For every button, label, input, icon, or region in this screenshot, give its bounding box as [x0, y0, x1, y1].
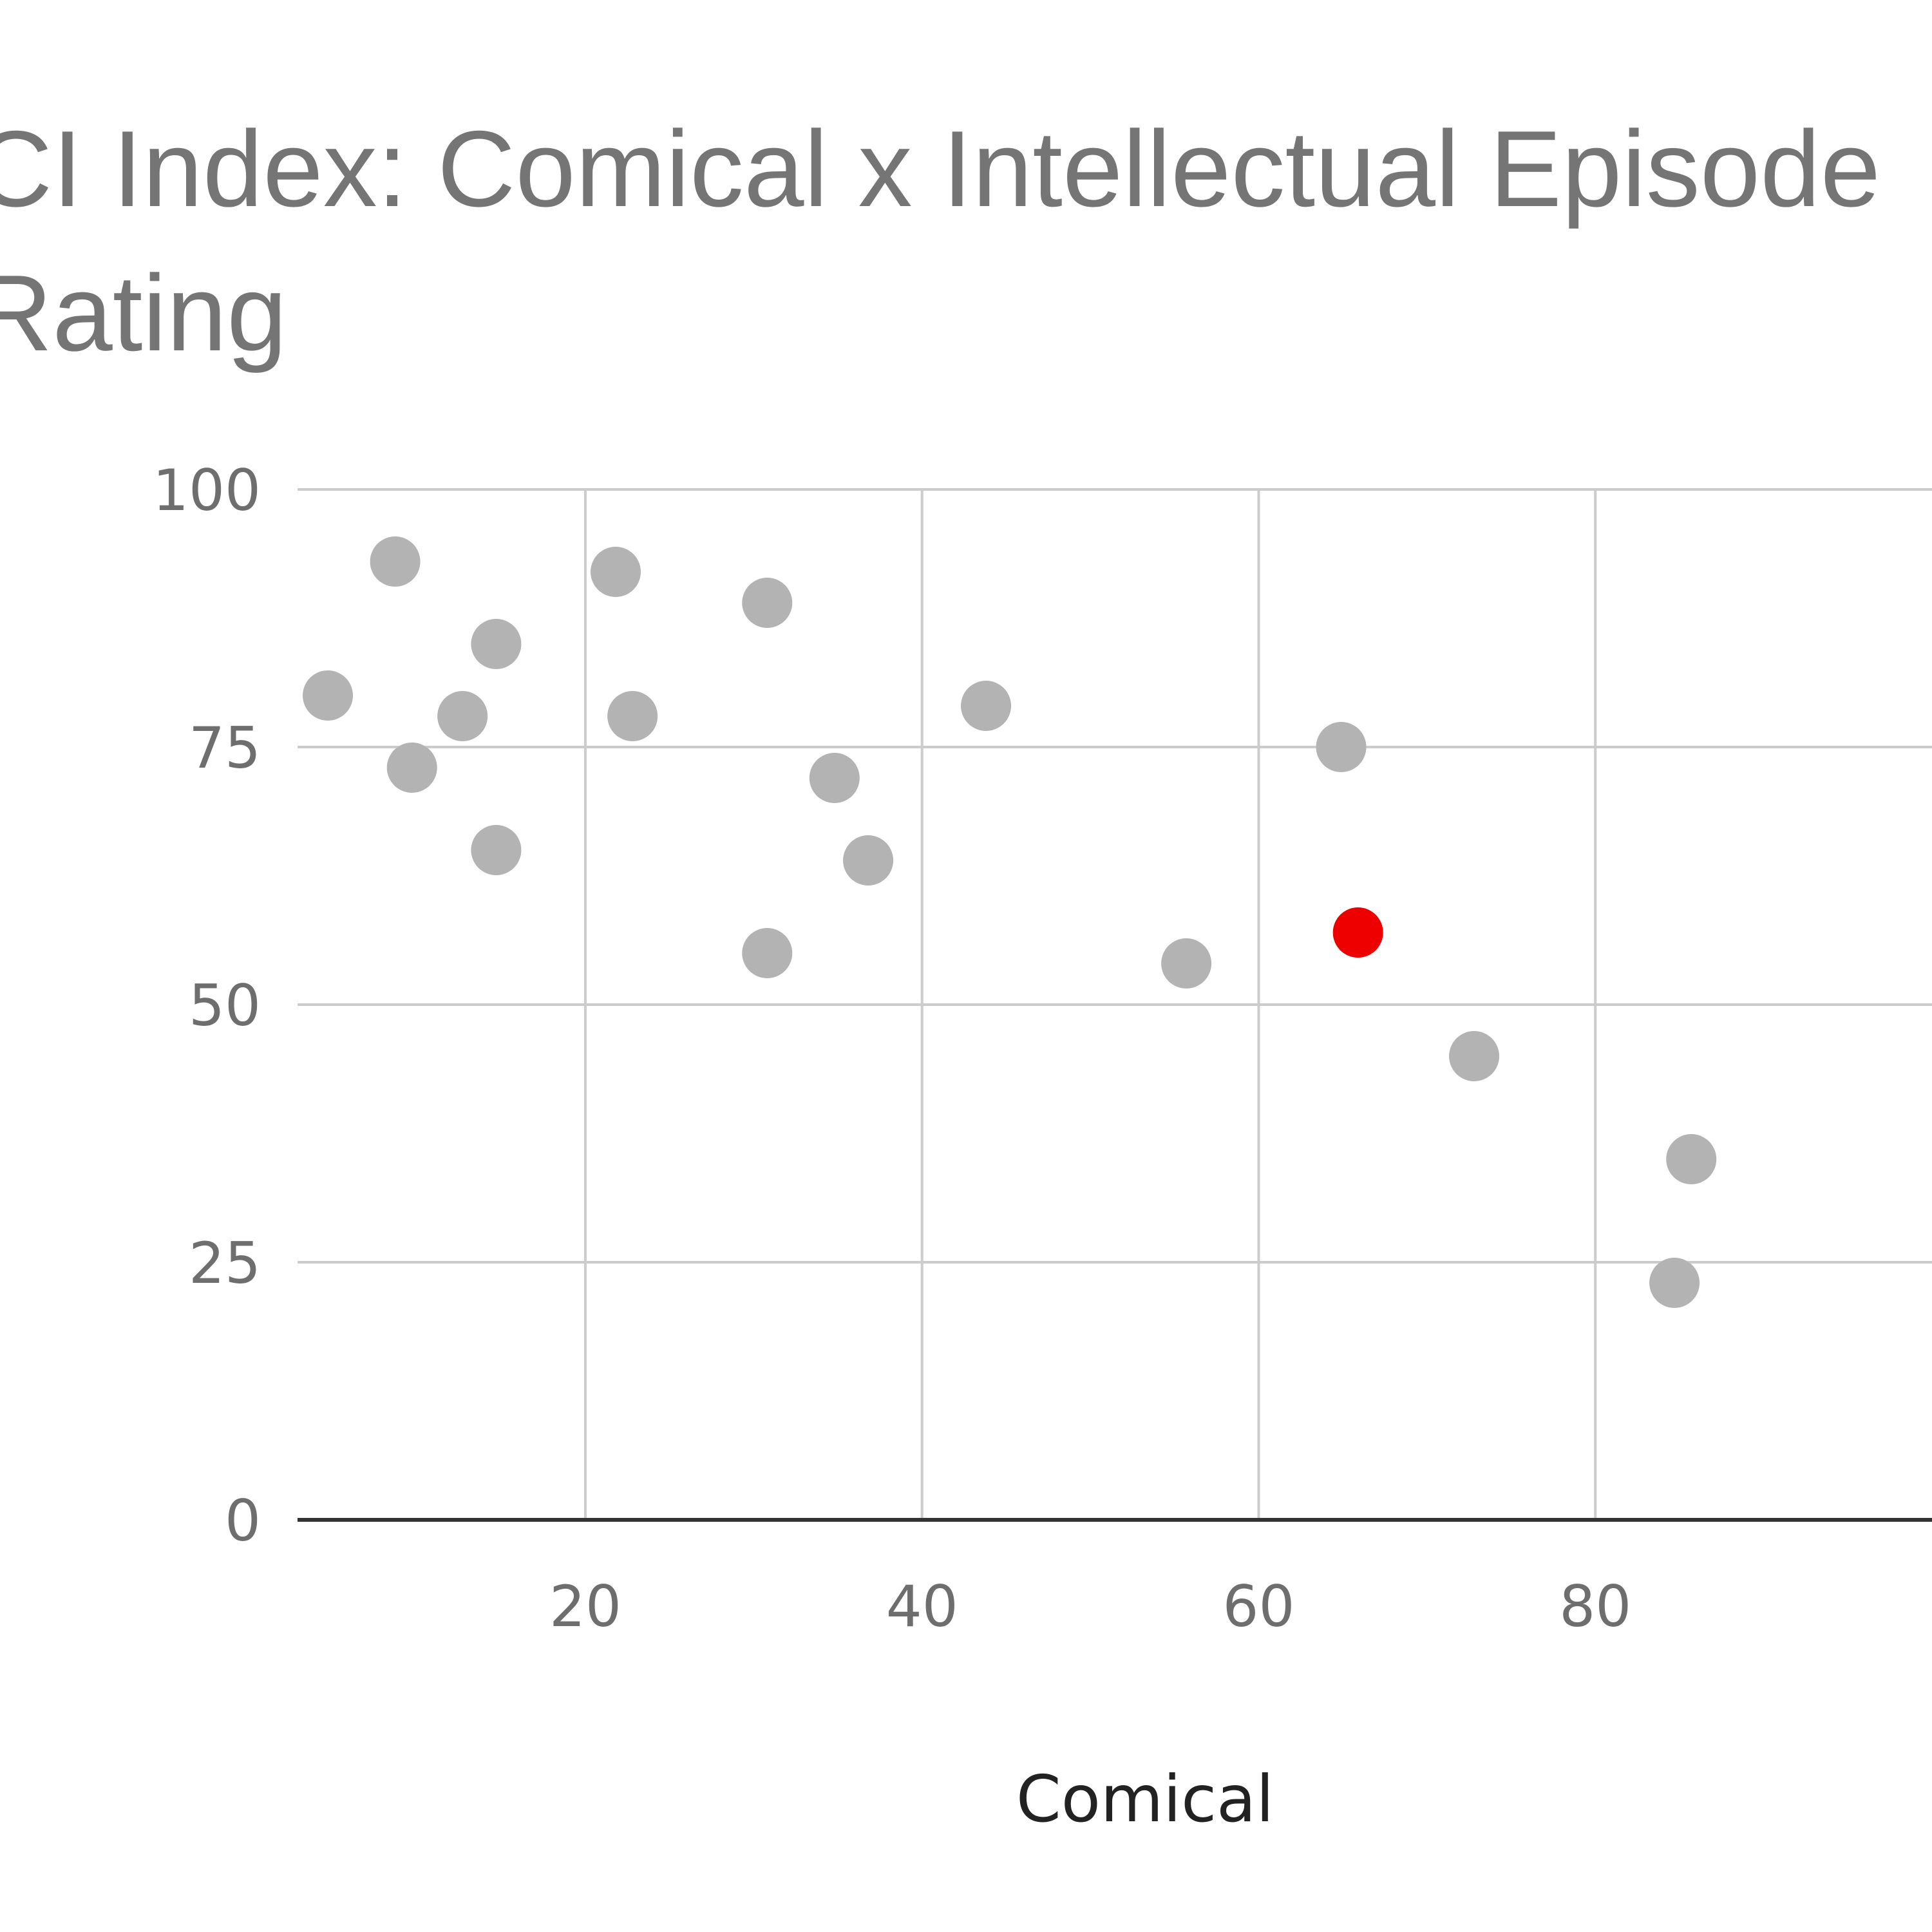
- highlighted-data-point: [1332, 907, 1383, 958]
- data-point: [961, 681, 1012, 731]
- data-point: [386, 743, 437, 793]
- data-point: [1666, 1134, 1717, 1184]
- x-tick-label: 20: [549, 1573, 621, 1640]
- data-points: [303, 536, 1717, 1308]
- data-point: [1316, 722, 1367, 772]
- data-point: [809, 753, 860, 803]
- data-point: [742, 578, 793, 628]
- y-tick-label: 25: [189, 1230, 261, 1296]
- data-point: [471, 619, 522, 669]
- x-tick-label: 60: [1222, 1573, 1294, 1640]
- data-point: [1161, 938, 1212, 989]
- gridlines: [298, 488, 1932, 1522]
- chart-title: CI Index: Comical x Intellectual Episode…: [0, 108, 1881, 374]
- x-tick-labels: 20 40 60 80: [549, 1573, 1631, 1640]
- data-point: [1649, 1258, 1700, 1308]
- data-point: [591, 547, 641, 597]
- x-tick-label: 40: [886, 1573, 958, 1640]
- data-point: [471, 825, 522, 875]
- y-tick-label: 0: [225, 1488, 261, 1554]
- x-axis-title: Comical: [1016, 1761, 1274, 1837]
- data-point: [303, 670, 354, 721]
- data-point: [607, 691, 658, 741]
- data-point: [1449, 1031, 1500, 1081]
- data-point: [370, 536, 421, 587]
- y-tick-label: 100: [153, 457, 261, 524]
- data-point: [742, 928, 793, 978]
- y-axis-title: Intellectual: [0, 869, 14, 1227]
- y-tick-labels: 0 25 50 75 100: [153, 457, 261, 1554]
- y-tick-label: 50: [189, 972, 261, 1039]
- y-tick-label: 75: [189, 715, 261, 781]
- x-tick-label: 80: [1559, 1573, 1631, 1640]
- data-point: [437, 691, 488, 741]
- data-point: [843, 835, 894, 886]
